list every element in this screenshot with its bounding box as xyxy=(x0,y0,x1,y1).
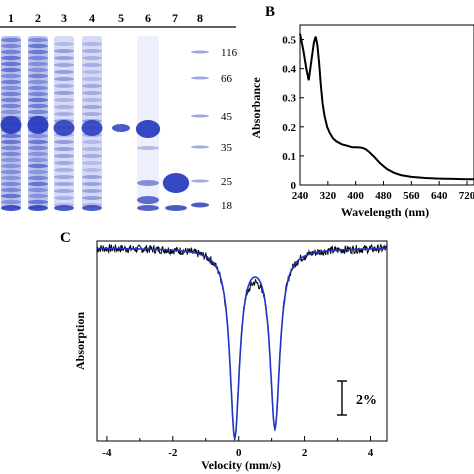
panel-c-x-tick-label: 2 xyxy=(302,447,308,459)
panel-b-x-tick-label: 560 xyxy=(403,190,420,202)
gel-lanes xyxy=(1,36,210,211)
mw-marker-66: 66 xyxy=(221,73,233,85)
gel-lane-3 xyxy=(54,36,75,211)
panel-b-plot-frame xyxy=(300,25,474,185)
panel-b-x-tick-label: 640 xyxy=(431,190,448,202)
panel-c-x-tick-label: 4 xyxy=(368,447,374,459)
lane-label-2: 2 xyxy=(35,11,41,25)
gel-lane-8 xyxy=(191,51,209,208)
panel-b-y-tick-label: 0.5 xyxy=(282,35,296,47)
lane-label-3: 3 xyxy=(61,11,67,25)
panel-b-x-tick-label: 480 xyxy=(375,190,392,202)
lane-label-8: 8 xyxy=(197,11,203,25)
scale-bar-label: 2% xyxy=(356,393,377,408)
panel-c-label: C xyxy=(60,230,71,246)
scale-bar xyxy=(337,381,347,415)
molecular-weight-labels: 116 66 45 35 25 18 xyxy=(221,47,238,212)
absorbance-curve xyxy=(300,34,474,180)
gel-lane-7 xyxy=(163,173,189,211)
panel-b-y-axis-title: Absorbance xyxy=(249,77,263,139)
mw-marker-116: 116 xyxy=(221,47,238,59)
panel-b-x-tick-label: 720 xyxy=(459,190,474,202)
panel-c-mossbauer-spectrum: C -4 -2 0 2 4 2% Absorption Velocity (mm/s) xyxy=(60,230,387,472)
panel-b-x-axis-title: Wavelength (nm) xyxy=(341,205,429,219)
panel-b-x-tick-label: 320 xyxy=(320,190,337,202)
lane-label-7: 7 xyxy=(172,11,178,25)
gel-lane-4 xyxy=(82,36,103,211)
gel-lane-5 xyxy=(112,124,130,132)
lane-labels: 1 2 3 4 5 6 7 8 xyxy=(8,11,203,25)
panel-c-y-axis-title: Absorption xyxy=(73,312,87,370)
panel-c-x-axis-title: Velocity (mm/s) xyxy=(201,458,281,472)
panel-c-plot-frame xyxy=(97,241,387,441)
gel-lane-6 xyxy=(136,36,160,211)
panel-a-gel: 12345678 1166645352518 xyxy=(0,11,238,212)
panel-b-label: B xyxy=(265,4,275,20)
panel-b-y-tick-label: 0.2 xyxy=(282,122,296,134)
panel-b-y-tick-label: 0 xyxy=(291,180,297,192)
lane-label-6: 6 xyxy=(145,11,151,25)
panel-c-x-tick-label: -2 xyxy=(168,447,178,459)
panel-b-x-tick-label: 400 xyxy=(347,190,364,202)
panel-b-absorbance-spectrum: B 240 320 400 480 560 640 72000.10.20.30.40.5 … xyxy=(249,4,474,219)
mossbauer-data-trace xyxy=(97,245,387,441)
gel-lane-2 xyxy=(28,36,49,211)
lane-label-4: 4 xyxy=(89,11,95,25)
gel-lane-1 xyxy=(1,36,22,211)
panel-b-y-tick-label: 0.1 xyxy=(282,151,296,163)
panel-c-x-tick-label: -4 xyxy=(102,447,112,459)
mossbauer-fit-curve xyxy=(97,248,387,438)
mw-marker-45: 45 xyxy=(221,111,233,123)
lane-label-5: 5 xyxy=(118,11,124,25)
panel-c-ticks: -4 -2 0 2 4 xyxy=(102,436,373,459)
panel-b-y-tick-label: 0.4 xyxy=(282,64,296,76)
mw-marker-35: 35 xyxy=(221,142,233,154)
mw-marker-18: 18 xyxy=(221,200,233,212)
mw-marker-25: 25 xyxy=(221,176,233,188)
lane-label-1: 1 xyxy=(8,11,14,25)
panel-b-y-tick-label: 0.3 xyxy=(282,93,296,105)
